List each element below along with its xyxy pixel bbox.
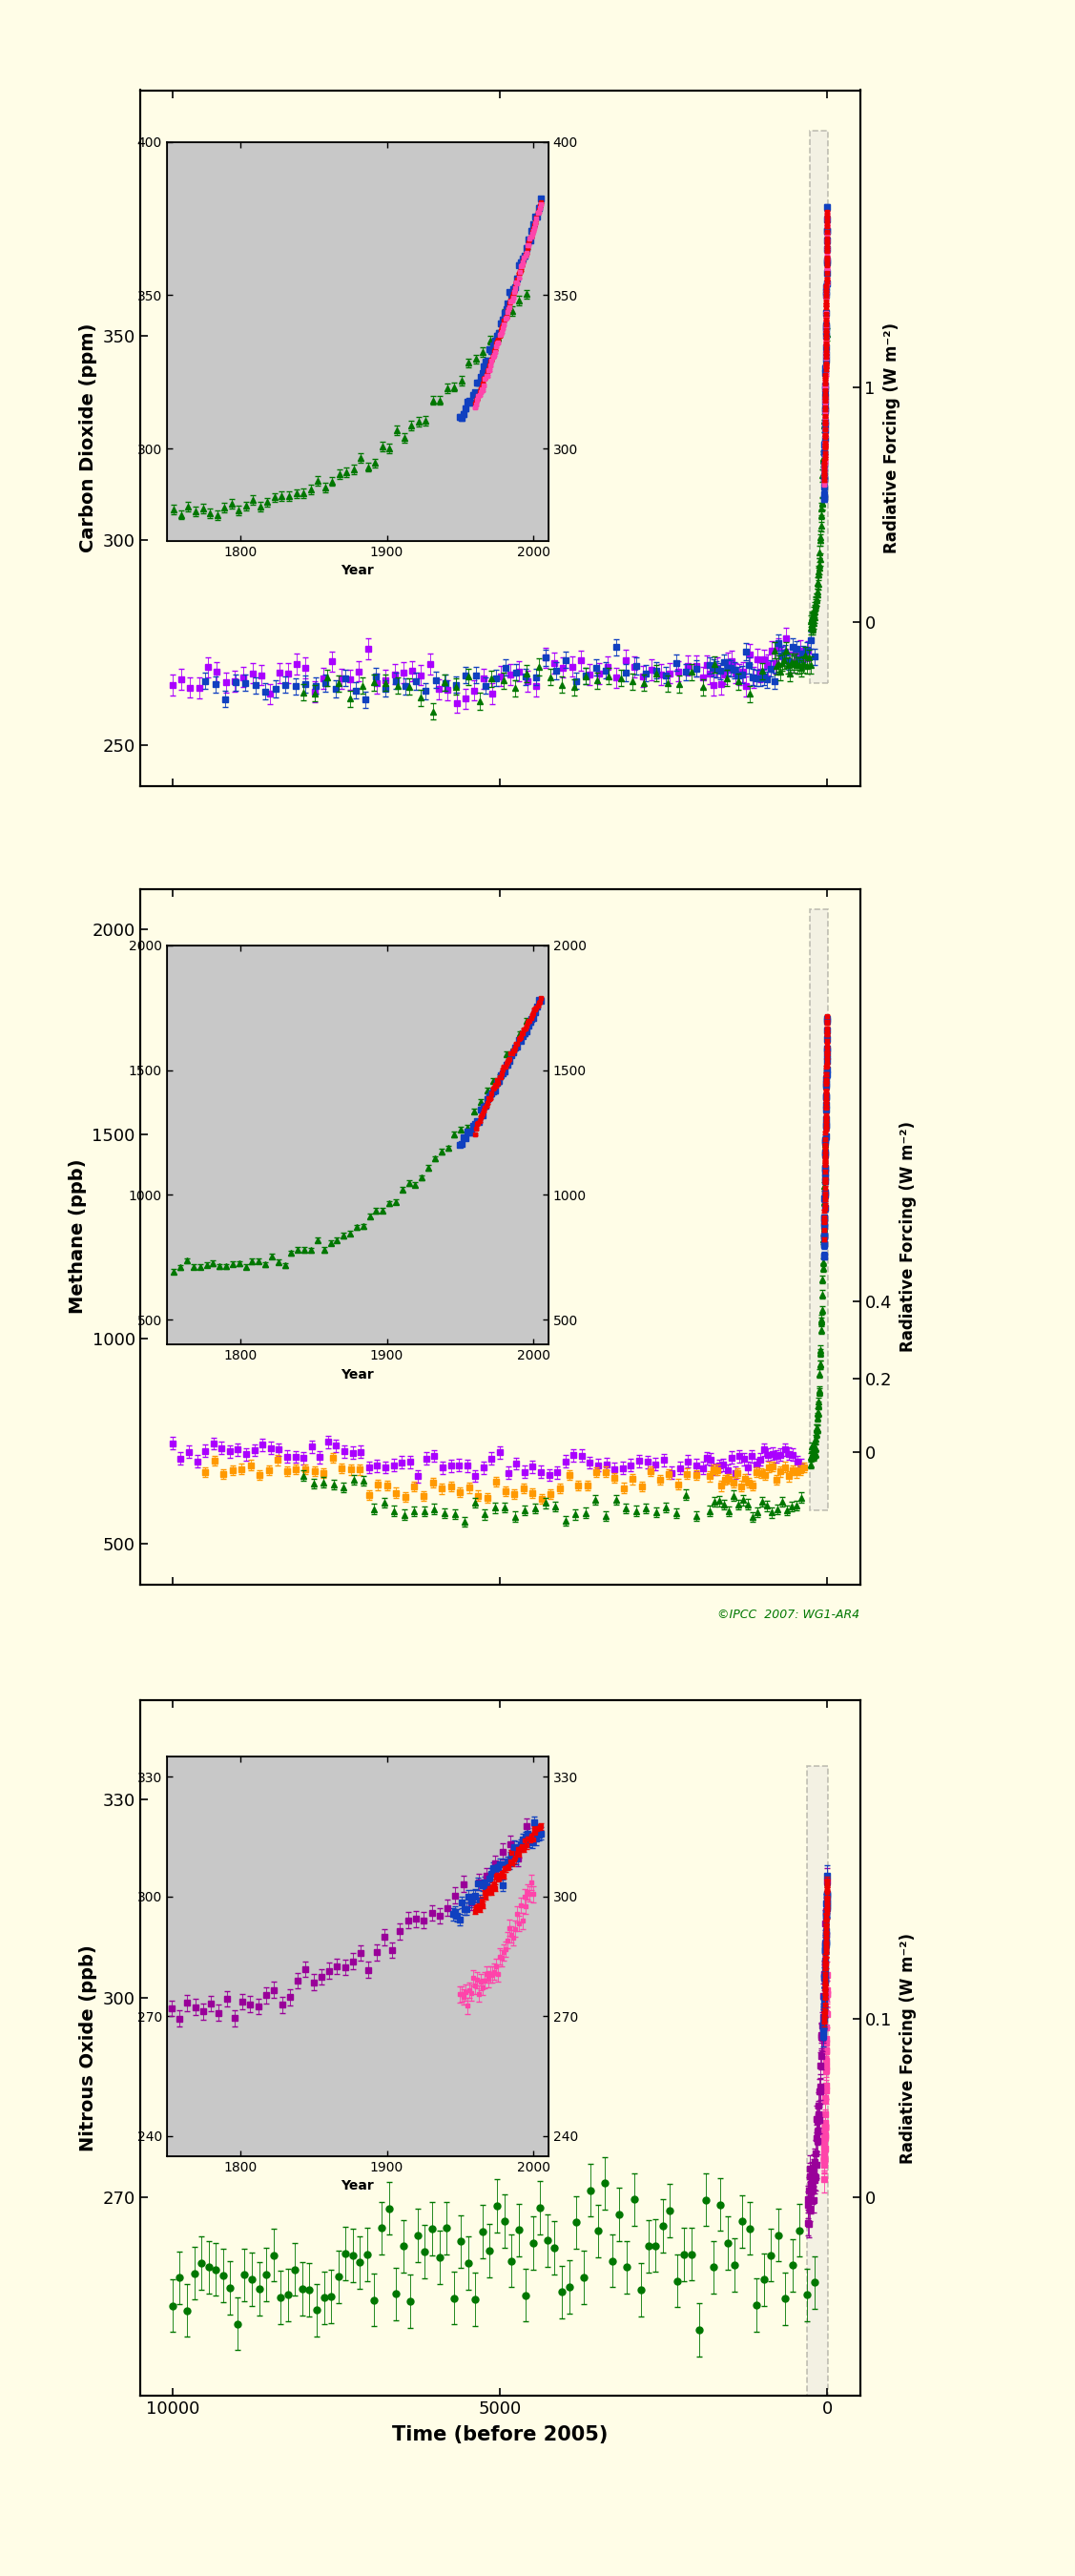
- Y-axis label: Methane (ppb): Methane (ppb): [69, 1159, 86, 1314]
- X-axis label: Year: Year: [341, 2179, 374, 2192]
- X-axis label: Time (before 2005): Time (before 2005): [392, 2427, 607, 2445]
- X-axis label: Year: Year: [341, 564, 374, 577]
- Y-axis label: Nitrous Oxide (ppb): Nitrous Oxide (ppb): [80, 1945, 97, 2151]
- Y-axis label: Radiative Forcing (W m⁻²): Radiative Forcing (W m⁻²): [884, 322, 901, 554]
- Bar: [811, 131, 828, 683]
- Bar: [807, 1767, 828, 2396]
- Bar: [811, 909, 828, 1510]
- Text: ©IPCC  2007: WG1-AR4: ©IPCC 2007: WG1-AR4: [718, 1607, 860, 1620]
- Y-axis label: Radiative Forcing (W m⁻²): Radiative Forcing (W m⁻²): [900, 1932, 917, 2164]
- Y-axis label: Carbon Dioxide (ppm): Carbon Dioxide (ppm): [80, 322, 97, 554]
- X-axis label: Year: Year: [341, 1368, 374, 1381]
- Y-axis label: Radiative Forcing (W m⁻²): Radiative Forcing (W m⁻²): [900, 1121, 917, 1352]
